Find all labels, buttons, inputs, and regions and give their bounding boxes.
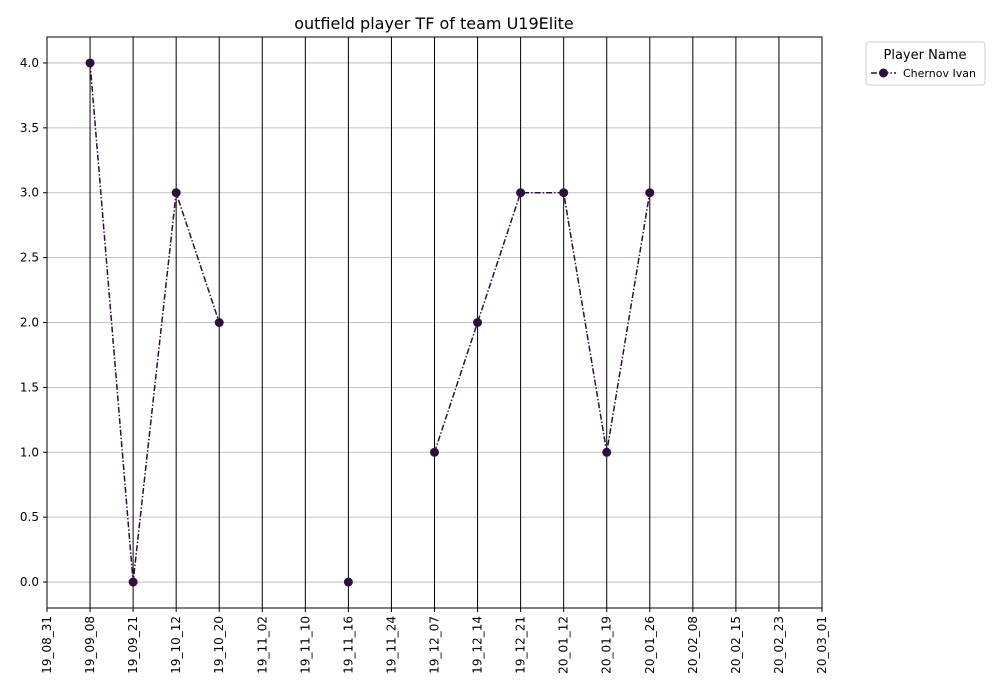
x-tick-label: 19_11_16 xyxy=(341,616,355,674)
data-point xyxy=(430,447,439,457)
x-tick-label: 19_09_21 xyxy=(126,616,140,674)
y-tick-label: 4.0 xyxy=(20,56,39,70)
x-tick-label: 20_03_01 xyxy=(815,616,829,674)
y-tick-label: 0.0 xyxy=(20,575,39,589)
y-tick-label: 2.0 xyxy=(20,316,39,330)
x-tick-label: 20_02_23 xyxy=(772,616,786,674)
grid xyxy=(47,37,822,608)
x-tick-label: 19_12_21 xyxy=(514,616,528,674)
x-tick-label: 19_11_24 xyxy=(384,616,398,674)
x-tick-label: 19_08_31 xyxy=(40,616,54,674)
y-tick-label: 3.0 xyxy=(20,186,39,200)
data-point xyxy=(516,188,526,198)
chart-title: outfield player TF of team U19Elite xyxy=(294,14,574,33)
x-tick-label: 19_12_14 xyxy=(471,616,485,674)
y-tick-label: 1.0 xyxy=(20,445,39,459)
data-point xyxy=(171,188,181,198)
series-line xyxy=(433,191,651,453)
x-tick-label: 20_01_19 xyxy=(600,616,614,674)
data-point xyxy=(602,447,612,457)
data-point xyxy=(343,577,353,587)
legend-box xyxy=(865,41,986,86)
legend-marker xyxy=(879,68,888,78)
x-tick-label: 20_01_26 xyxy=(643,616,657,674)
y-tick-label: 2.5 xyxy=(20,251,39,265)
data-point xyxy=(128,577,138,587)
data-point xyxy=(559,188,569,198)
x-tick-label: 19_11_02 xyxy=(255,616,269,674)
x-tick-label: 19_09_08 xyxy=(83,616,97,674)
y-tick-label: 0.5 xyxy=(20,510,39,524)
legend-entry-chernov-ivan: Chernov Ivan xyxy=(903,67,976,80)
y-tick-label: 1.5 xyxy=(20,380,39,394)
x-tick-label: 20_02_15 xyxy=(729,616,743,674)
x-axis: 19_08_31 19_09_08 19_09_21 19_10_12 19_10_20… xyxy=(40,608,829,674)
x-tick-label: 19_11_10 xyxy=(298,616,312,674)
y-tick-label: 3.5 xyxy=(20,121,39,135)
plot-frame xyxy=(46,36,823,609)
x-tick-label: 19_10_20 xyxy=(212,616,226,674)
series-chernov-ivan xyxy=(85,58,655,587)
data-point xyxy=(645,188,655,198)
legend: Player Name Chernov Ivan xyxy=(865,41,986,86)
x-tick-label: 20_01_12 xyxy=(557,616,571,674)
data-point xyxy=(214,318,224,327)
y-axis: 0.0 0.5 1.0 1.5 2.0 2.5 3.0 3.5 4.0 xyxy=(20,56,47,589)
series-line xyxy=(89,62,220,583)
x-tick-label: 19_10_12 xyxy=(169,616,183,674)
x-tick-label: 20_02_08 xyxy=(686,616,700,674)
data-point xyxy=(473,318,483,327)
legend-title: Player Name xyxy=(884,48,967,63)
data-point xyxy=(85,58,95,68)
x-tick-label: 19_12_07 xyxy=(428,616,442,674)
